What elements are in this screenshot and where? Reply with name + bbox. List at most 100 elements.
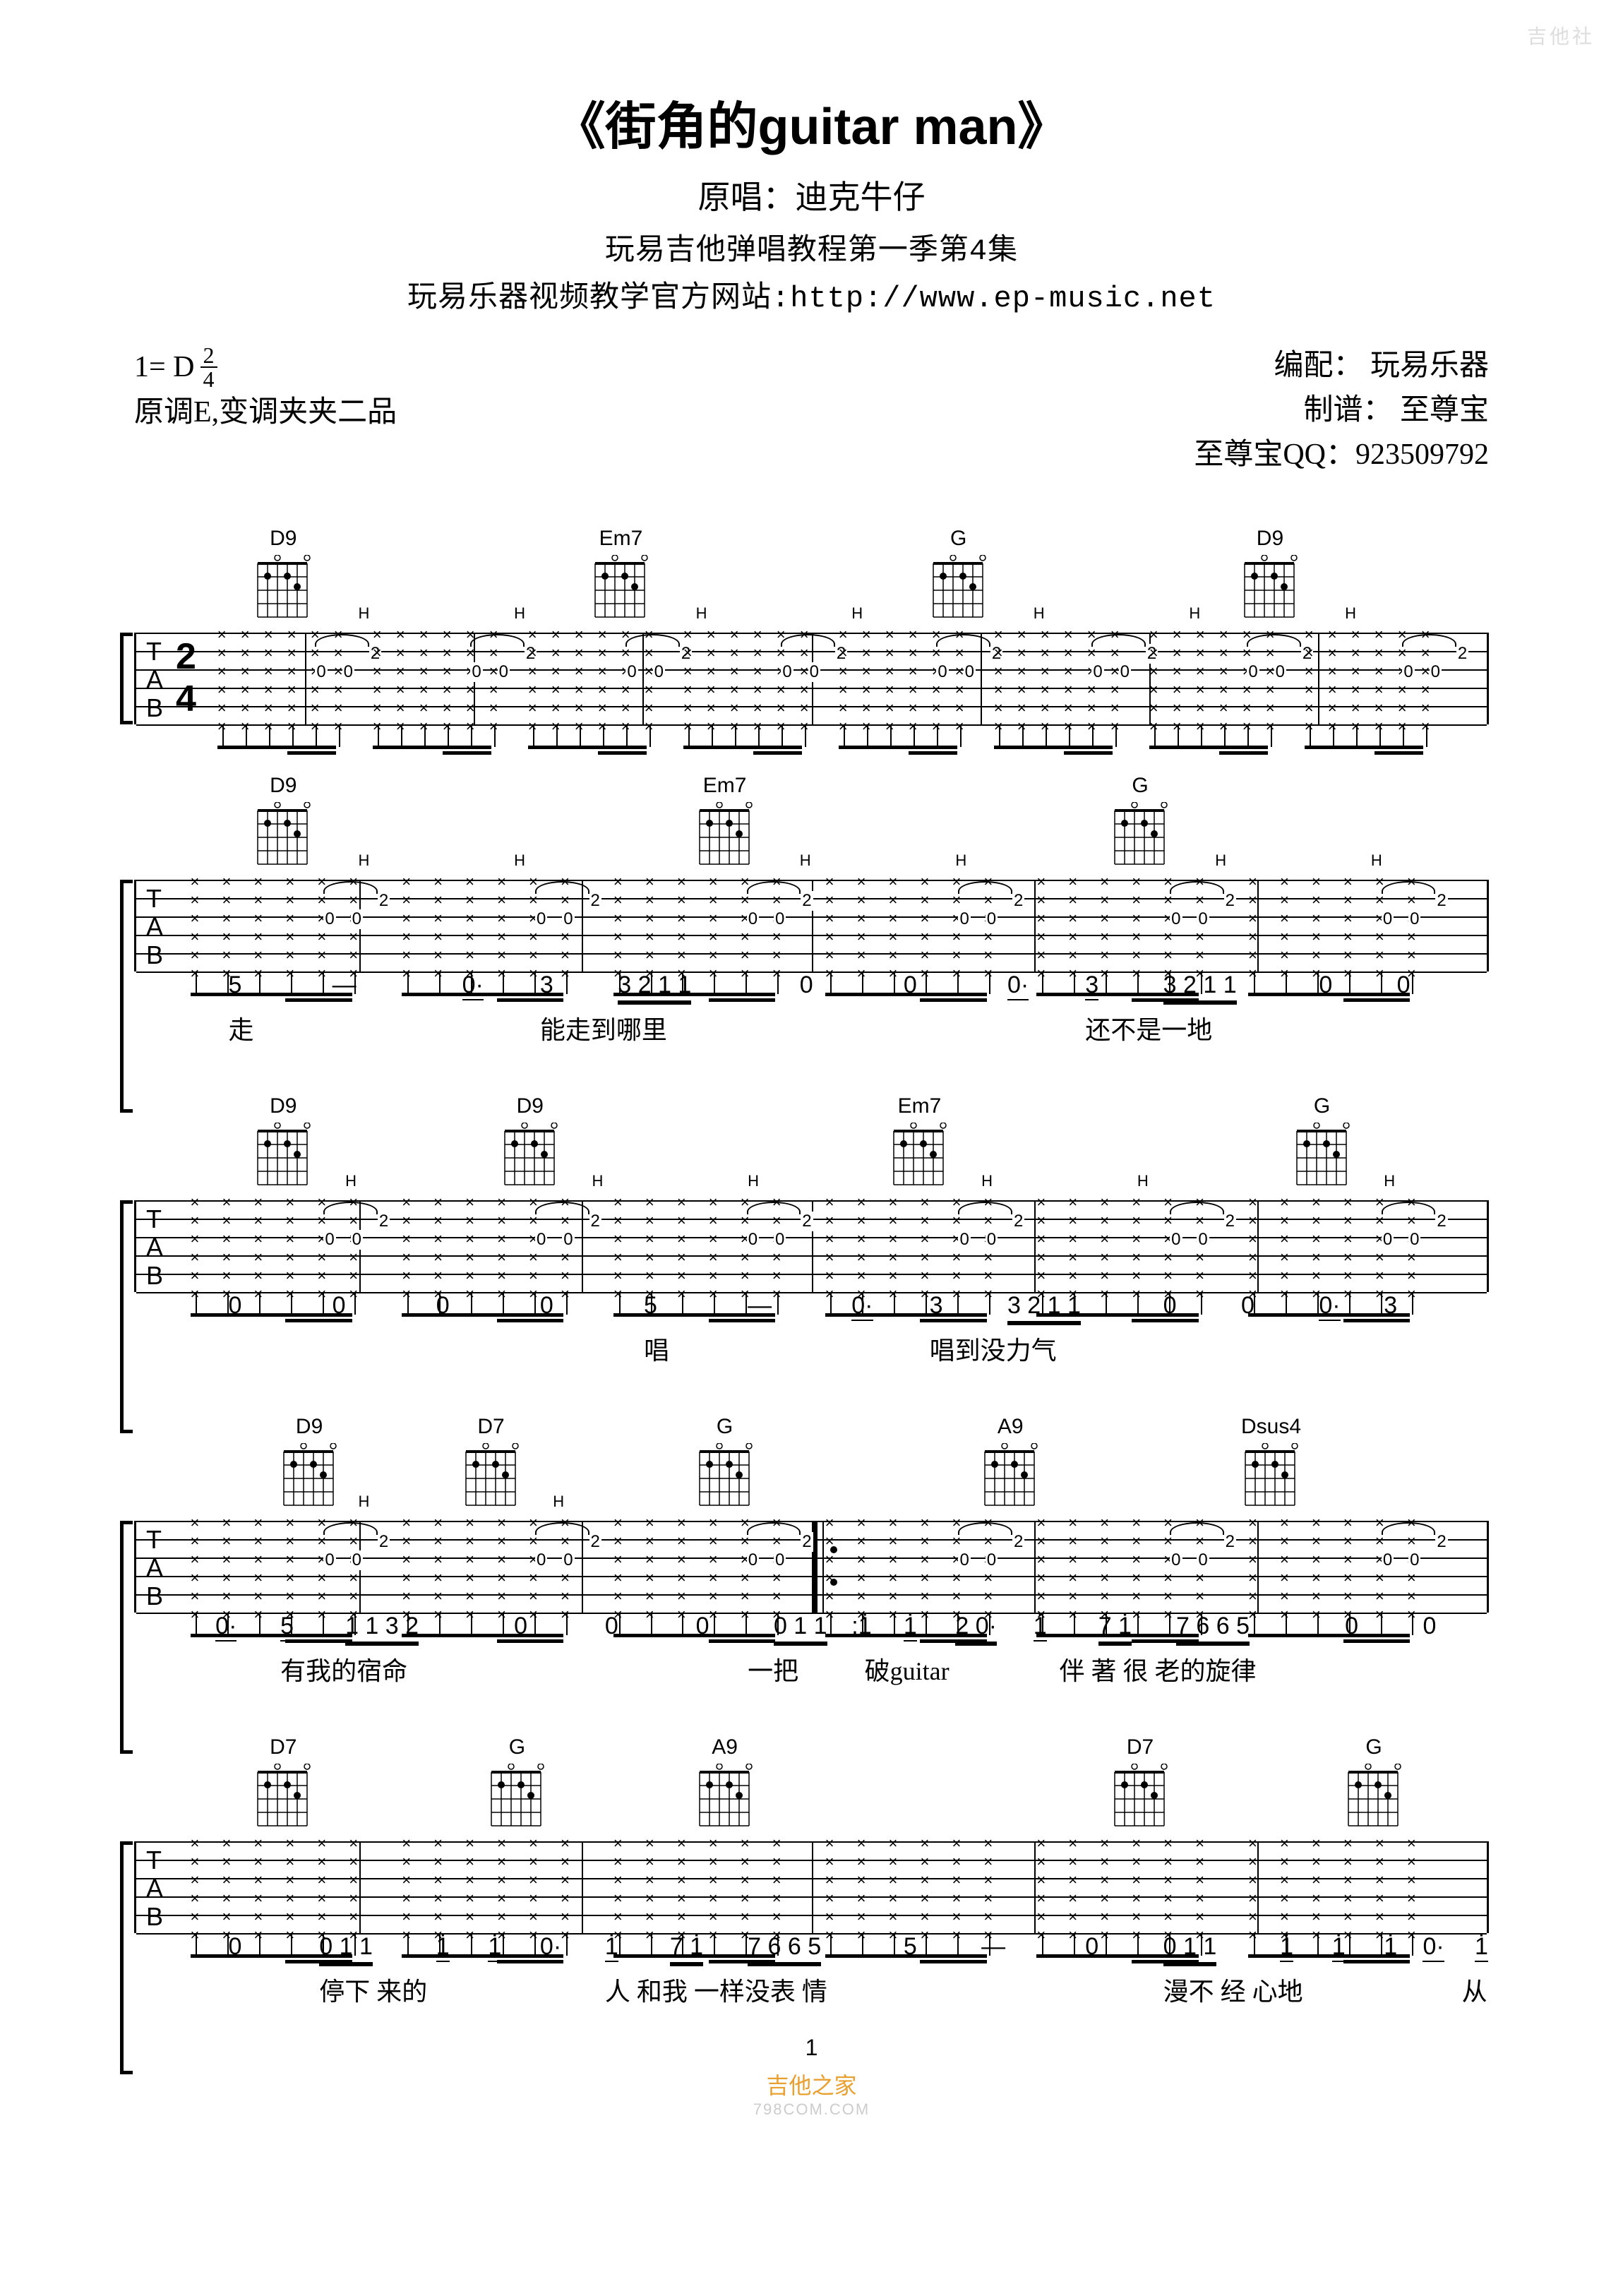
strum-x: × — [741, 947, 750, 963]
strum-x: × — [1036, 1195, 1046, 1210]
strum-x: × — [1375, 892, 1384, 908]
watermark-bottom: 吉他之家 798COM.COM — [106, 2068, 1517, 2119]
strum-x: × — [825, 1268, 834, 1284]
jianpu-note: :1 — [851, 1613, 871, 1640]
chord-name: Em7 — [599, 527, 643, 551]
chord-block: A9 — [696, 1735, 754, 1829]
strum-x: × — [1343, 911, 1353, 926]
qq-contact: 至尊宝QQ：923509792 — [1194, 433, 1489, 477]
chord-diagram — [1241, 555, 1299, 620]
strum-x: × — [465, 1213, 474, 1228]
strum-x: × — [1280, 1533, 1289, 1549]
jianpu-note: 0 1 1 — [774, 1613, 827, 1643]
jianpu-note: 3 2 1 1 — [1163, 971, 1237, 1002]
riff-note: 2 — [1012, 1212, 1024, 1231]
strum-x: × — [709, 1533, 718, 1549]
chord-block: D9 — [501, 1094, 559, 1188]
strum-x: × — [1407, 929, 1416, 945]
strum-x: × — [983, 1213, 993, 1228]
strum-x: × — [1064, 627, 1073, 642]
strum-x: × — [285, 929, 294, 945]
strum-x: × — [497, 892, 506, 908]
strum-x: × — [753, 664, 762, 679]
strum-x: × — [885, 719, 894, 734]
strum-x: × — [1195, 929, 1204, 945]
strum-x: × — [311, 700, 320, 716]
tab-T: T — [146, 1846, 162, 1875]
chord-diagram — [981, 1443, 1039, 1508]
hammer-on-label: H — [358, 1493, 369, 1511]
strum-x: × — [529, 1909, 538, 1925]
strum-x: × — [561, 892, 570, 908]
strum-x: × — [1312, 947, 1321, 963]
lyric: 从 — [1462, 1971, 1487, 2008]
strum-x: × — [1343, 1250, 1353, 1265]
lyric: 人 和我 一样没表 情 — [605, 1971, 827, 2008]
strum-x: × — [707, 700, 716, 716]
strum-x: × — [1036, 947, 1046, 963]
strum-x: × — [465, 947, 474, 963]
strum-x: × — [1351, 700, 1360, 716]
riff-note: 2 — [1435, 891, 1447, 911]
strum-x: × — [191, 1891, 200, 1906]
strum-x: × — [222, 1552, 231, 1567]
strum-x: × — [753, 682, 762, 698]
strum-x: × — [551, 627, 561, 642]
chord-block: D9 — [254, 527, 312, 620]
strum-x: × — [777, 719, 786, 734]
strum-x: × — [241, 645, 250, 661]
strum-x: × — [465, 1854, 474, 1870]
time-den: 4 — [200, 368, 217, 390]
riff-note: 0 — [562, 909, 574, 929]
strum-x: × — [1312, 1213, 1321, 1228]
strum-x: × — [1068, 1891, 1077, 1906]
strum-x: × — [983, 1533, 993, 1549]
strum-x: × — [1132, 892, 1141, 908]
strum-x: × — [1173, 664, 1182, 679]
strum-x: × — [1068, 1231, 1077, 1247]
strum-x: × — [1036, 1570, 1046, 1586]
strum-x: × — [598, 645, 607, 661]
strum-x: × — [909, 627, 918, 642]
strum-x: × — [1163, 1872, 1173, 1888]
chord-block: G — [1111, 774, 1169, 867]
strum-x: × — [885, 700, 894, 716]
hammer-slur — [1382, 1202, 1436, 1214]
strum-x: × — [1280, 911, 1289, 926]
strum-x: × — [433, 1836, 443, 1851]
strum-x: × — [285, 1250, 294, 1265]
strum-x: × — [317, 1533, 326, 1549]
strum-x: × — [777, 682, 786, 698]
strum-x: × — [645, 719, 654, 734]
strum-x: × — [613, 1552, 623, 1567]
strum-x: × — [1041, 664, 1050, 679]
strum-x: × — [1280, 1836, 1289, 1851]
strum-x: × — [1343, 1891, 1353, 1906]
strum-x: × — [191, 929, 200, 945]
strum-x: × — [1064, 664, 1073, 679]
strum-x: × — [443, 664, 452, 679]
strum-x: × — [317, 947, 326, 963]
strum-x: × — [825, 1570, 834, 1586]
chord-diagram — [501, 1123, 559, 1188]
strum-x: × — [465, 1195, 474, 1210]
strum-x: × — [1248, 1195, 1257, 1210]
strum-x: × — [1100, 892, 1109, 908]
strum-x: × — [285, 874, 294, 890]
strum-x: × — [677, 1250, 686, 1265]
riff-note: 0 — [1408, 909, 1420, 929]
strum-x: × — [497, 1872, 506, 1888]
strum-x: × — [645, 1552, 654, 1567]
strum-x: × — [932, 645, 941, 661]
strum-x: × — [920, 947, 929, 963]
strum-x: × — [677, 1268, 686, 1284]
strum-x: × — [613, 1213, 623, 1228]
strum-x: × — [857, 1533, 866, 1549]
strum-x: × — [994, 645, 1003, 661]
strum-x: × — [1195, 1891, 1204, 1906]
strum-x: × — [529, 947, 538, 963]
strum-x: × — [402, 1250, 411, 1265]
riff-note: 2 — [589, 1212, 601, 1231]
strum-x: × — [772, 1213, 781, 1228]
strum-x: × — [825, 947, 834, 963]
